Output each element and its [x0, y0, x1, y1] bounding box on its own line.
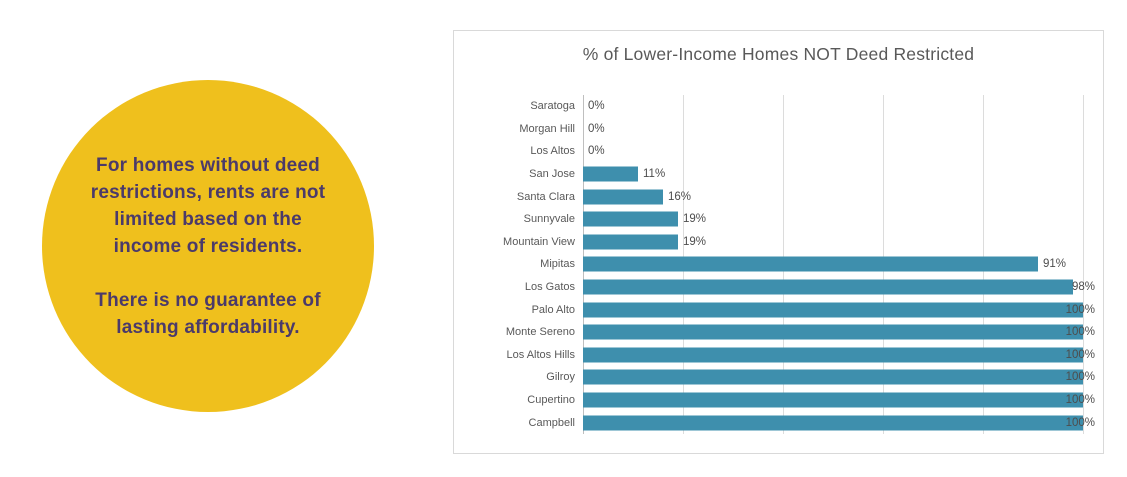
chart-card: % of Lower-Income Homes NOT Deed Restric…	[453, 30, 1104, 454]
chart-row: Mipitas 91%	[454, 253, 1103, 276]
value-label: 0%	[588, 100, 605, 113]
bar	[583, 166, 638, 182]
bar	[583, 234, 678, 250]
category-label: Gilroy	[546, 371, 575, 384]
bar-zone: 98%	[583, 276, 1103, 299]
chart-row: Palo Alto 100%	[454, 298, 1103, 321]
bar	[583, 211, 678, 227]
chart-row: Los Gatos 98%	[454, 276, 1103, 299]
bar-zone: 19%	[583, 231, 1103, 254]
category-label: Los Gatos	[524, 281, 575, 294]
value-label: 100%	[1065, 394, 1095, 407]
bar-zone: 100%	[583, 389, 1103, 412]
category-label: San Jose	[529, 168, 575, 181]
chart-row: Monte Sereno 100%	[454, 321, 1103, 344]
value-label: 100%	[1065, 371, 1095, 384]
bar	[583, 347, 1083, 363]
callout-circle: For homes without deed restrictions, ren…	[42, 80, 374, 412]
category-label: Cupertino	[527, 394, 575, 407]
bar-zone: 91%	[583, 253, 1103, 276]
chart-row: Los Altos Hills 100%	[454, 344, 1103, 367]
category-label: Monte Sereno	[505, 326, 575, 339]
callout-paragraph-2: There is no guarantee of lasting afforda…	[95, 289, 321, 338]
chart-row: San Jose 11%	[454, 163, 1103, 186]
category-label: Mountain View	[503, 235, 575, 248]
bar	[583, 324, 1083, 340]
bar-zone: 100%	[583, 366, 1103, 389]
value-label: 98%	[1071, 281, 1095, 294]
value-label: 19%	[683, 235, 707, 248]
bar	[583, 189, 663, 205]
category-label: Sunnyvale	[523, 213, 575, 226]
bar-zone: 0%	[583, 140, 1103, 163]
chart-row: Saratoga 0%	[454, 95, 1103, 118]
bar-zone: 100%	[583, 298, 1103, 321]
category-label: Morgan Hill	[519, 122, 575, 135]
bar	[583, 302, 1083, 318]
category-label: Los Altos Hills	[506, 348, 575, 361]
chart-row: Gilroy 100%	[454, 366, 1103, 389]
category-label: Mipitas	[540, 258, 575, 271]
bar-zone: 100%	[583, 321, 1103, 344]
chart-row: Campbell 100%	[454, 411, 1103, 434]
category-label: Los Altos	[530, 145, 575, 158]
bar-zone: 0%	[583, 95, 1103, 118]
chart-title: % of Lower-Income Homes NOT Deed Restric…	[582, 44, 975, 64]
value-label: 100%	[1065, 303, 1095, 316]
category-label: Saratoga	[530, 100, 575, 113]
value-label: 0%	[588, 145, 605, 158]
bar-zone: 0%	[583, 118, 1103, 141]
chart-row: Mountain View 19%	[454, 231, 1103, 254]
category-label: Santa Clara	[516, 190, 575, 203]
bar	[583, 392, 1083, 408]
value-label: 100%	[1065, 416, 1095, 429]
value-label: 91%	[1043, 258, 1067, 271]
bar-zone: 100%	[583, 411, 1103, 434]
bar	[583, 256, 1038, 272]
gridline	[1083, 95, 1084, 434]
value-label: 11%	[643, 168, 666, 181]
bar-zone: 16%	[583, 185, 1103, 208]
chart-row: Santa Clara 16%	[454, 185, 1103, 208]
callout-paragraph-1: For homes without deed restrictions, ren…	[90, 154, 326, 257]
bar	[583, 415, 1083, 431]
chart-row: Sunnyvale 19%	[454, 208, 1103, 231]
chart-rows: Saratoga 0% Morgan Hill 0% Los Altos 0% …	[454, 95, 1103, 434]
chart-row: Los Altos 0%	[454, 140, 1103, 163]
value-label: 19%	[683, 213, 707, 226]
bar	[583, 369, 1083, 385]
chart-row: Cupertino 100%	[454, 389, 1103, 412]
category-label: Palo Alto	[531, 303, 575, 316]
value-label: 100%	[1065, 326, 1095, 339]
value-label: 16%	[668, 190, 692, 203]
bar-zone: 100%	[583, 344, 1103, 367]
chart-row: Morgan Hill 0%	[454, 118, 1103, 141]
value-label: 0%	[588, 122, 605, 135]
bar-zone: 19%	[583, 208, 1103, 231]
category-label: Campbell	[528, 416, 575, 429]
value-label: 100%	[1065, 348, 1095, 361]
bar-zone: 11%	[583, 163, 1103, 186]
bar	[583, 279, 1073, 295]
